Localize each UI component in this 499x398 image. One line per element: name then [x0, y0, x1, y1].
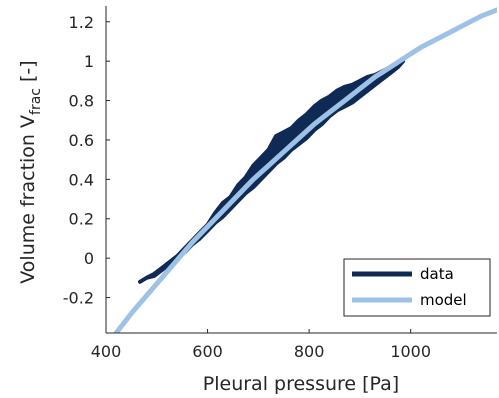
y-axis-label-subscript: frac — [28, 88, 44, 115]
x-tick-label: 800 — [294, 342, 325, 361]
y-tick-label: 0.8 — [69, 92, 94, 111]
series-model-line — [113, 7, 497, 333]
y-axis-label: Volume fraction Vfrac [-] — [17, 60, 44, 283]
y-tick-label: 0.6 — [69, 131, 94, 150]
legend: data model — [343, 258, 491, 317]
x-axis-label: Pleural pressure [Pa] — [203, 373, 399, 395]
y-tick-label: 0 — [84, 249, 94, 268]
y-axis-label-unit: [-] — [17, 60, 39, 88]
y-tick-label: 0.4 — [69, 170, 94, 189]
x-tick-label: 600 — [192, 342, 223, 361]
legend-box — [343, 258, 491, 317]
x-tick-label: 400 — [91, 342, 122, 361]
plot-area — [113, 7, 497, 333]
y-tick-label: 1.2 — [69, 13, 94, 32]
x-tick-label: 1000 — [390, 342, 431, 361]
ticks: 400 600 800 1000 -0.2 0 0.2 0.4 0.6 0.8 1 1.2 — [63, 13, 431, 361]
axes — [105, 6, 497, 334]
series-data-band — [138, 59, 406, 284]
y-axis-label-main: Volume fraction V — [17, 115, 39, 284]
legend-label-data: data — [420, 265, 454, 283]
y-tick-label: 0.2 — [69, 210, 94, 229]
legend-label-model: model — [420, 291, 467, 309]
y-tick-label: -0.2 — [63, 289, 94, 308]
y-tick-label: 1 — [84, 52, 94, 71]
